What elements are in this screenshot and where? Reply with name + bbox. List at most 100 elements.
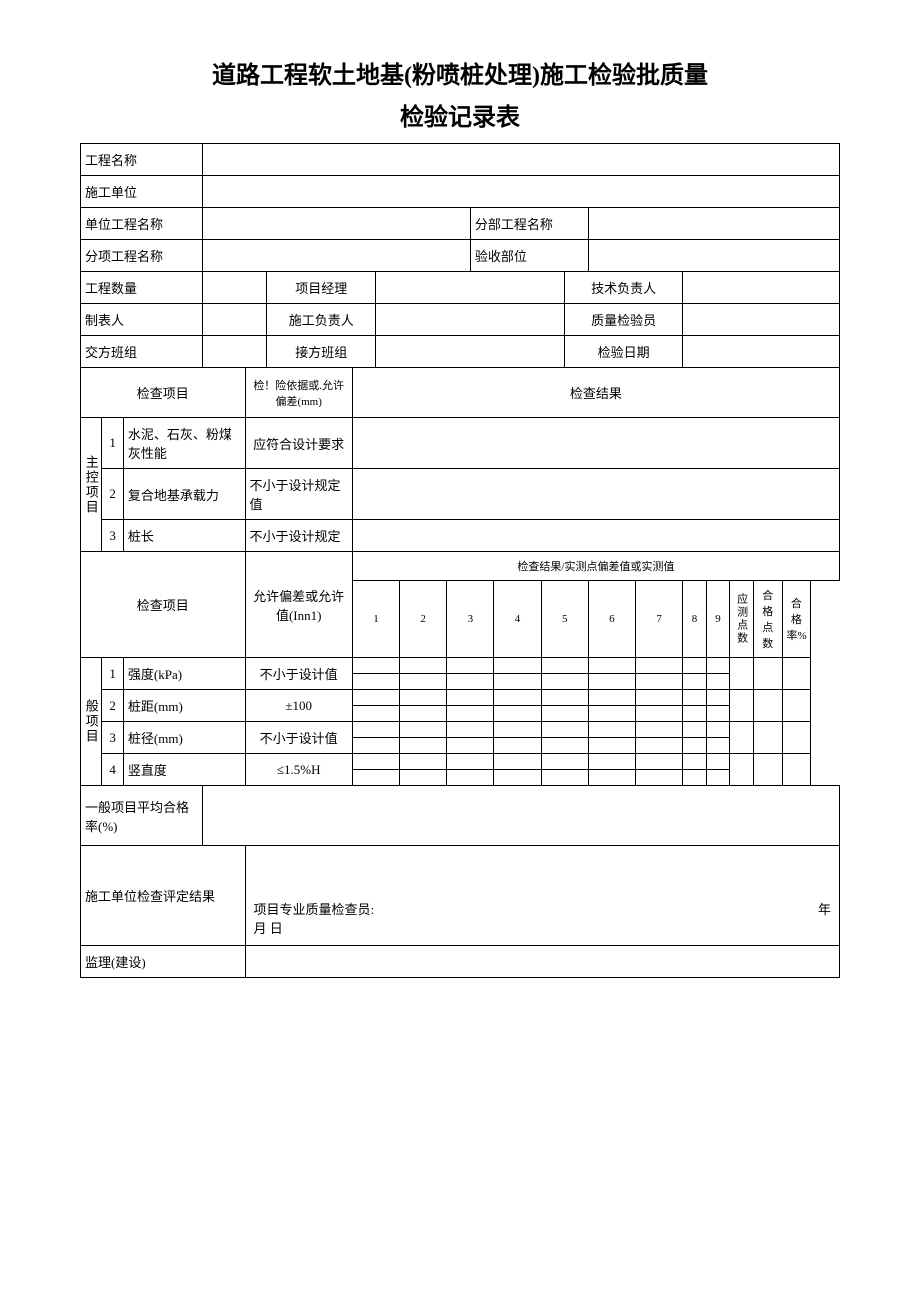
- cell: [782, 722, 811, 754]
- date-year: 年: [818, 899, 831, 918]
- hdr-check-result: 检查结果: [352, 368, 839, 418]
- val-qc: [683, 304, 840, 336]
- gen-4-std: ≤1.5%H: [245, 754, 352, 786]
- cell: [706, 690, 730, 706]
- cell: [706, 738, 730, 754]
- label-supervision: 监理(建设): [81, 946, 246, 978]
- cell: [352, 770, 399, 786]
- cell: [494, 770, 541, 786]
- doc-title-1: 道路工程软土地基(粉喷桩处理)施工检验批质量: [80, 60, 840, 94]
- main-2-num: 2: [102, 469, 123, 520]
- main-1-std: 应符合设计要求: [245, 418, 352, 469]
- col-qrate: 合格率%: [782, 581, 811, 658]
- cell: [635, 690, 682, 706]
- cell: [706, 706, 730, 722]
- gen-2-name: 桩距(mm): [123, 690, 245, 722]
- cell: [753, 658, 782, 690]
- val-qty: [202, 272, 266, 304]
- gen-2-num: 2: [102, 690, 123, 722]
- cell: [782, 754, 811, 786]
- cell: [400, 706, 447, 722]
- main-3-std: 不小于设计规定: [245, 520, 352, 552]
- cell: [352, 690, 399, 706]
- val-acceptance: [588, 240, 839, 272]
- label-date: 检验日期: [565, 336, 683, 368]
- main-1-name: 水泥、石灰、粉煤灰性能: [123, 418, 245, 469]
- cell: [352, 658, 399, 674]
- cell: [447, 722, 494, 738]
- cell: [352, 738, 399, 754]
- cell: [588, 674, 635, 690]
- val-project-name: [202, 144, 839, 176]
- cell: [494, 674, 541, 690]
- val-supervision: [245, 946, 839, 978]
- cell: [683, 722, 707, 738]
- val-pm: [376, 272, 565, 304]
- cell: [400, 674, 447, 690]
- cell: [494, 722, 541, 738]
- main-3-num: 3: [102, 520, 123, 552]
- gen-3-num: 3: [102, 722, 123, 754]
- cell: [730, 754, 754, 786]
- val-handover: [202, 336, 266, 368]
- col-4: 4: [494, 581, 541, 658]
- label-techlead: 技术负责人: [565, 272, 683, 304]
- val-preparer: [202, 304, 266, 336]
- cell: [400, 690, 447, 706]
- cell: [706, 674, 730, 690]
- cell: [683, 754, 707, 770]
- main-2-std: 不小于设计规定值: [245, 469, 352, 520]
- gen-4-num: 4: [102, 754, 123, 786]
- cell: [683, 674, 707, 690]
- val-unit-project: [202, 208, 470, 240]
- cell: [447, 770, 494, 786]
- cell: [541, 706, 588, 722]
- cell: [541, 754, 588, 770]
- gen-2-std: ±100: [245, 690, 352, 722]
- cell: [635, 754, 682, 770]
- cell: [541, 738, 588, 754]
- cell: [352, 754, 399, 770]
- cell: [635, 658, 682, 674]
- col-1: 1: [352, 581, 399, 658]
- main-2-name: 复合地基承载力: [123, 469, 245, 520]
- cell: [706, 754, 730, 770]
- label-subitem: 分项工程名称: [81, 240, 203, 272]
- cell: [588, 770, 635, 786]
- cell: [541, 658, 588, 674]
- cell: [588, 738, 635, 754]
- cell: [683, 706, 707, 722]
- cell: [635, 722, 682, 738]
- hdr-check-basis: 检！险依据或.允许偏差(mm): [245, 368, 352, 418]
- cell: [541, 770, 588, 786]
- main-1-result: [352, 418, 839, 469]
- cell: [753, 690, 782, 722]
- cell: [400, 722, 447, 738]
- cell: [706, 722, 730, 738]
- main-3-result: [352, 520, 839, 552]
- cell: [588, 754, 635, 770]
- val-avg-rate: [202, 786, 839, 846]
- label-unit-project: 单位工程名称: [81, 208, 203, 240]
- label-acceptance: 验收部位: [470, 240, 588, 272]
- cell: [635, 738, 682, 754]
- cell: [494, 738, 541, 754]
- cell: [706, 770, 730, 786]
- qc-signer-label: 项目专业质量检查员:: [254, 902, 375, 917]
- val-subitem: [202, 240, 470, 272]
- doc-title-2: 检验记录表: [80, 102, 840, 136]
- col-3: 3: [447, 581, 494, 658]
- cell: [447, 754, 494, 770]
- cell: [706, 658, 730, 674]
- date-md: 月 日: [254, 921, 283, 936]
- main-2-result: [352, 469, 839, 520]
- col-qpoints: 合格点数: [753, 581, 782, 658]
- label-main-control: 主控项目: [81, 418, 102, 552]
- cell: [541, 690, 588, 706]
- cell: [400, 658, 447, 674]
- gen-3-name: 桩径(mm): [123, 722, 245, 754]
- label-unit-conclusion: 施工单位检查评定结果: [81, 846, 246, 946]
- col-2: 2: [400, 581, 447, 658]
- cell: [447, 690, 494, 706]
- hdr-allow-dev: 允许偏差或允许值(Inn1): [245, 552, 352, 658]
